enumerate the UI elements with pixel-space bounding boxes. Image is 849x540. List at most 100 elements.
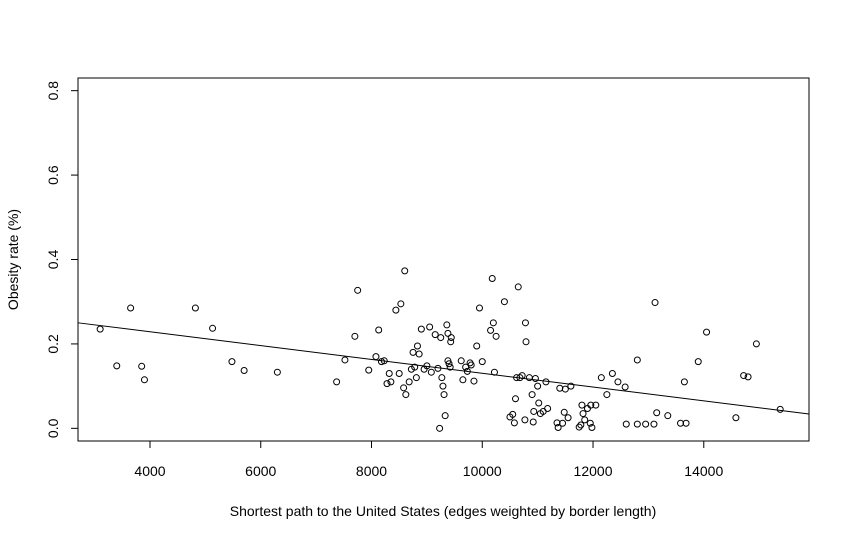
data-point [439, 382, 447, 390]
data-point [488, 274, 496, 282]
data-point [621, 383, 629, 391]
y-axis-title: Obesity rate (%) [5, 209, 21, 310]
data-point [500, 298, 508, 306]
data-point [492, 332, 500, 340]
data-point [473, 342, 481, 350]
data-point [365, 366, 373, 374]
data-point [489, 319, 497, 327]
data-point [447, 334, 455, 342]
data-point [559, 419, 567, 427]
data-point [400, 384, 408, 392]
y-tick-label: 0.6 [45, 165, 61, 185]
data-point [682, 419, 690, 427]
data-point [228, 358, 236, 366]
data-point [413, 342, 421, 350]
data-point [664, 412, 672, 420]
data-point [680, 378, 688, 386]
data-point [522, 338, 530, 346]
data-point [341, 356, 349, 364]
data-point [633, 420, 641, 428]
data-point [470, 377, 478, 385]
data-point [377, 358, 385, 366]
data-point [397, 300, 405, 308]
data-point [354, 286, 362, 294]
data-point [650, 420, 658, 428]
data-point [703, 328, 711, 336]
data-point [445, 360, 453, 368]
x-tick-label: 4000 [134, 463, 165, 479]
data-point [412, 374, 420, 382]
data-point [560, 408, 568, 416]
data-point [514, 283, 522, 291]
y-axis: 0.0 0.2 0.4 0.6 0.8 [45, 81, 79, 438]
data-point [642, 420, 650, 428]
data-point [431, 331, 439, 339]
data-point [401, 267, 409, 275]
data-point [475, 304, 483, 312]
data-point [411, 363, 419, 371]
data-point [776, 405, 784, 413]
x-tick-label: 8000 [356, 463, 387, 479]
data-point [592, 401, 600, 409]
data-point [487, 326, 495, 334]
data-point [608, 369, 616, 377]
data-point [240, 367, 248, 375]
data-point [385, 369, 393, 377]
data-point [587, 401, 595, 409]
data-point [437, 334, 445, 342]
data-point [427, 368, 435, 376]
data-point [694, 358, 702, 366]
data-point [387, 378, 395, 386]
y-tick-label: 0.4 [45, 250, 61, 270]
data-point [744, 373, 752, 381]
data-point [577, 421, 585, 429]
data-point [375, 326, 383, 334]
data-point [597, 374, 605, 382]
data-point [653, 409, 661, 417]
data-point [564, 414, 572, 422]
x-tick-label: 10000 [463, 463, 502, 479]
data-points [96, 267, 784, 432]
data-point [581, 416, 589, 424]
data-point [651, 299, 659, 307]
regression-line [77, 322, 810, 415]
x-tick-label: 12000 [574, 463, 613, 479]
data-point [752, 340, 760, 348]
data-point [443, 321, 451, 329]
data-point [521, 319, 529, 327]
data-point [440, 391, 448, 399]
data-point [140, 376, 148, 384]
data-point [446, 363, 454, 371]
data-point [417, 325, 425, 333]
x-tick-label: 14000 [684, 463, 723, 479]
data-point [614, 378, 622, 386]
data-point [530, 407, 538, 415]
data-point [191, 304, 199, 312]
x-axis-title: Shortest path to the United States (edge… [230, 503, 657, 519]
data-point [444, 329, 452, 337]
regression-line-group [77, 322, 810, 415]
data-point [561, 385, 569, 393]
data-point [459, 376, 467, 384]
data-point [438, 374, 446, 382]
data-point [273, 368, 281, 376]
data-point [732, 414, 740, 422]
data-point [127, 304, 135, 312]
data-point [444, 357, 452, 365]
data-point [392, 306, 400, 314]
data-point [510, 419, 518, 427]
data-point [138, 362, 146, 370]
y-tick-label: 0.8 [45, 81, 61, 101]
data-point [578, 401, 586, 409]
data-point [567, 382, 575, 390]
data-point [544, 404, 552, 412]
data-point [575, 423, 583, 431]
data-point [521, 416, 529, 424]
data-point [478, 358, 486, 366]
data-point [372, 353, 380, 361]
data-point [113, 362, 121, 370]
data-point [209, 324, 217, 332]
data-point [447, 338, 455, 346]
data-point [96, 325, 104, 333]
data-point [415, 350, 423, 358]
